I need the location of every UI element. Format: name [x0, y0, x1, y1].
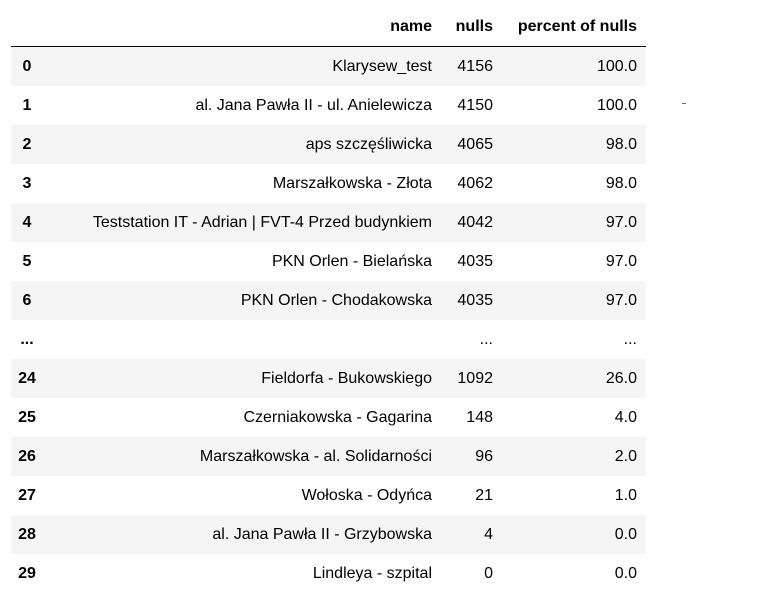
cell-name: [43, 320, 441, 359]
cell-name: PKN Orlen - Bielańska: [43, 242, 441, 281]
cell-nulls: 4035: [441, 281, 502, 320]
cell-name: Teststation IT - Adrian | FVT-4 Przed bu…: [43, 203, 441, 242]
cell-name: aps szczęśliwicka: [43, 125, 441, 164]
cell-percent: 26.0: [502, 359, 646, 398]
row-index: 3: [11, 164, 43, 203]
cell-nulls: 96: [441, 437, 502, 476]
cell-nulls: 21: [441, 476, 502, 515]
cell-nulls: 4035: [441, 242, 502, 281]
cell-nulls: 4062: [441, 164, 502, 203]
cell-percent: 4.0: [502, 398, 646, 437]
cell-nulls: 4042: [441, 203, 502, 242]
index-header: [11, 7, 43, 47]
table-row: .........: [11, 320, 646, 359]
cell-nulls: 4: [441, 515, 502, 554]
row-index: 27: [11, 476, 43, 515]
cell-percent: 2.0: [502, 437, 646, 476]
cell-percent: 0.0: [502, 515, 646, 554]
row-index: 4: [11, 203, 43, 242]
cell-name: Marszałkowska - al. Solidarności: [43, 437, 441, 476]
row-index: 2: [11, 125, 43, 164]
cell-nulls: 1092: [441, 359, 502, 398]
cell-name: Czerniakowska - Gagarina: [43, 398, 441, 437]
row-index: 1: [11, 86, 43, 125]
cell-percent: 98.0: [502, 125, 646, 164]
cell-name: Klarysew_test: [43, 47, 441, 87]
cell-nulls: ...: [441, 320, 502, 359]
cell-name: Marszałkowska - Złota: [43, 164, 441, 203]
row-index: ...: [11, 320, 43, 359]
header-row: name nulls percent of nulls: [11, 7, 646, 47]
cell-nulls: 4156: [441, 47, 502, 87]
cell-name: Wołoska - Odyńca: [43, 476, 441, 515]
cell-nulls: 148: [441, 398, 502, 437]
cell-nulls: 4065: [441, 125, 502, 164]
cell-percent: 100.0: [502, 86, 646, 125]
cell-percent: 100.0: [502, 47, 646, 87]
row-index: 28: [11, 515, 43, 554]
row-index: 0: [11, 47, 43, 87]
cell-name: PKN Orlen - Chodakowska: [43, 281, 441, 320]
cell-name: al. Jana Pawła II - ul. Anielewicza: [43, 86, 441, 125]
column-header-name: name: [43, 7, 441, 47]
column-header-percent: percent of nulls: [502, 7, 646, 47]
cell-percent: 97.0: [502, 242, 646, 281]
row-index: 6: [11, 281, 43, 320]
row-index: 5: [11, 242, 43, 281]
cell-name: Fieldorfa - Bukowskiego: [43, 359, 441, 398]
cell-percent: ...: [502, 320, 646, 359]
cell-name: Lindleya - szpital: [43, 554, 441, 593]
cell-nulls: 4150: [441, 86, 502, 125]
cell-percent: 1.0: [502, 476, 646, 515]
row-index: 29: [11, 554, 43, 593]
scroll-edge-mark: [682, 103, 686, 104]
table-header: name nulls percent of nulls: [11, 7, 646, 47]
row-index: 24: [11, 359, 43, 398]
cell-name: al. Jana Pawła II - Grzybowska: [43, 515, 441, 554]
cell-percent: 97.0: [502, 281, 646, 320]
cell-percent: 97.0: [502, 203, 646, 242]
row-index: 25: [11, 398, 43, 437]
row-index: 26: [11, 437, 43, 476]
cell-nulls: 0: [441, 554, 502, 593]
column-header-nulls: nulls: [441, 7, 502, 47]
cell-percent: 0.0: [502, 554, 646, 593]
cell-percent: 98.0: [502, 164, 646, 203]
